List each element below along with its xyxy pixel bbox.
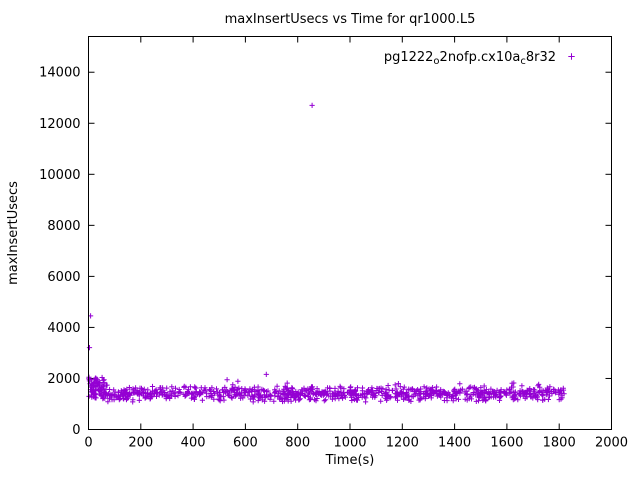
y-tick-label: 14000 (39, 66, 80, 81)
legend-label-segment: pg1222 (384, 50, 434, 65)
y-tick-label: 0 (72, 423, 80, 438)
chart-title: maxInsertUsecs vs Time for qr1000.L5 (225, 12, 476, 27)
x-tick-label: 1800 (543, 436, 576, 451)
x-tick-label: 400 (181, 436, 206, 451)
x-tick-label: 800 (285, 436, 310, 451)
legend-series-label: pg1222o2nofp.cx10ac8r32 (384, 50, 556, 67)
y-tick-label: 6000 (47, 270, 80, 285)
x-tick-label: 1200 (386, 436, 419, 451)
x-tick-label: 2000 (595, 436, 628, 451)
x-tick-label: 1400 (438, 436, 471, 451)
scatter-points-band (86, 374, 567, 405)
x-tick-label: 0 (84, 436, 92, 451)
y-tick-label: 4000 (47, 321, 80, 336)
x-tick-label: 600 (233, 436, 258, 451)
y-tick-label: 12000 (39, 117, 80, 132)
legend-label-subscript: o (433, 56, 439, 67)
legend-marker-plus-icon (568, 53, 575, 60)
legend-label-segment: 2nofp.cx10a (440, 50, 521, 65)
y-axis-label: maxInsertUsecs (6, 181, 21, 285)
y-tick-label: 10000 (39, 168, 80, 183)
y-tick-label: 2000 (47, 372, 80, 387)
legend: pg1222o2nofp.cx10ac8r32 (384, 50, 575, 67)
y-tick-label: 8000 (47, 219, 80, 234)
x-tick-label: 1600 (490, 436, 523, 451)
x-tick-label: 1000 (333, 436, 366, 451)
legend-label-segment: 8r32 (526, 50, 556, 65)
legend-label-subscript: c (520, 56, 526, 67)
axis-ticks: 0 200 400 600 800 1000 1200 1400 1600 1800 2000 0 20… (39, 36, 628, 451)
x-tick-label: 200 (128, 436, 153, 451)
plot-border (88, 36, 612, 430)
x-axis-label: Time(s) (325, 453, 375, 468)
